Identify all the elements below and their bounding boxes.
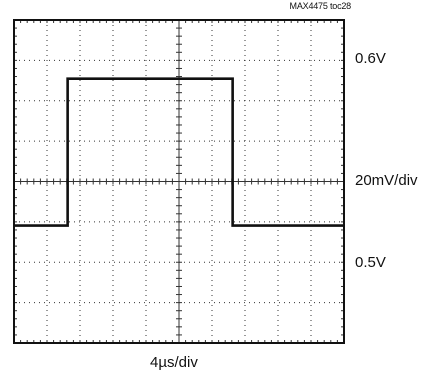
horizontal-scale-label: 4µs/div — [150, 354, 198, 371]
waveform-layer — [14, 77, 344, 227]
grid — [14, 20, 344, 343]
plot-frame — [13, 19, 345, 344]
vertical-scale-label: 20mV/div — [355, 172, 418, 189]
figure-code: MAX4475 toc28 — [289, 1, 352, 11]
top-level-label: 0.6V — [355, 50, 386, 67]
waveform-trace — [14, 77, 344, 227]
bottom-level-label: 0.5V — [355, 254, 386, 271]
